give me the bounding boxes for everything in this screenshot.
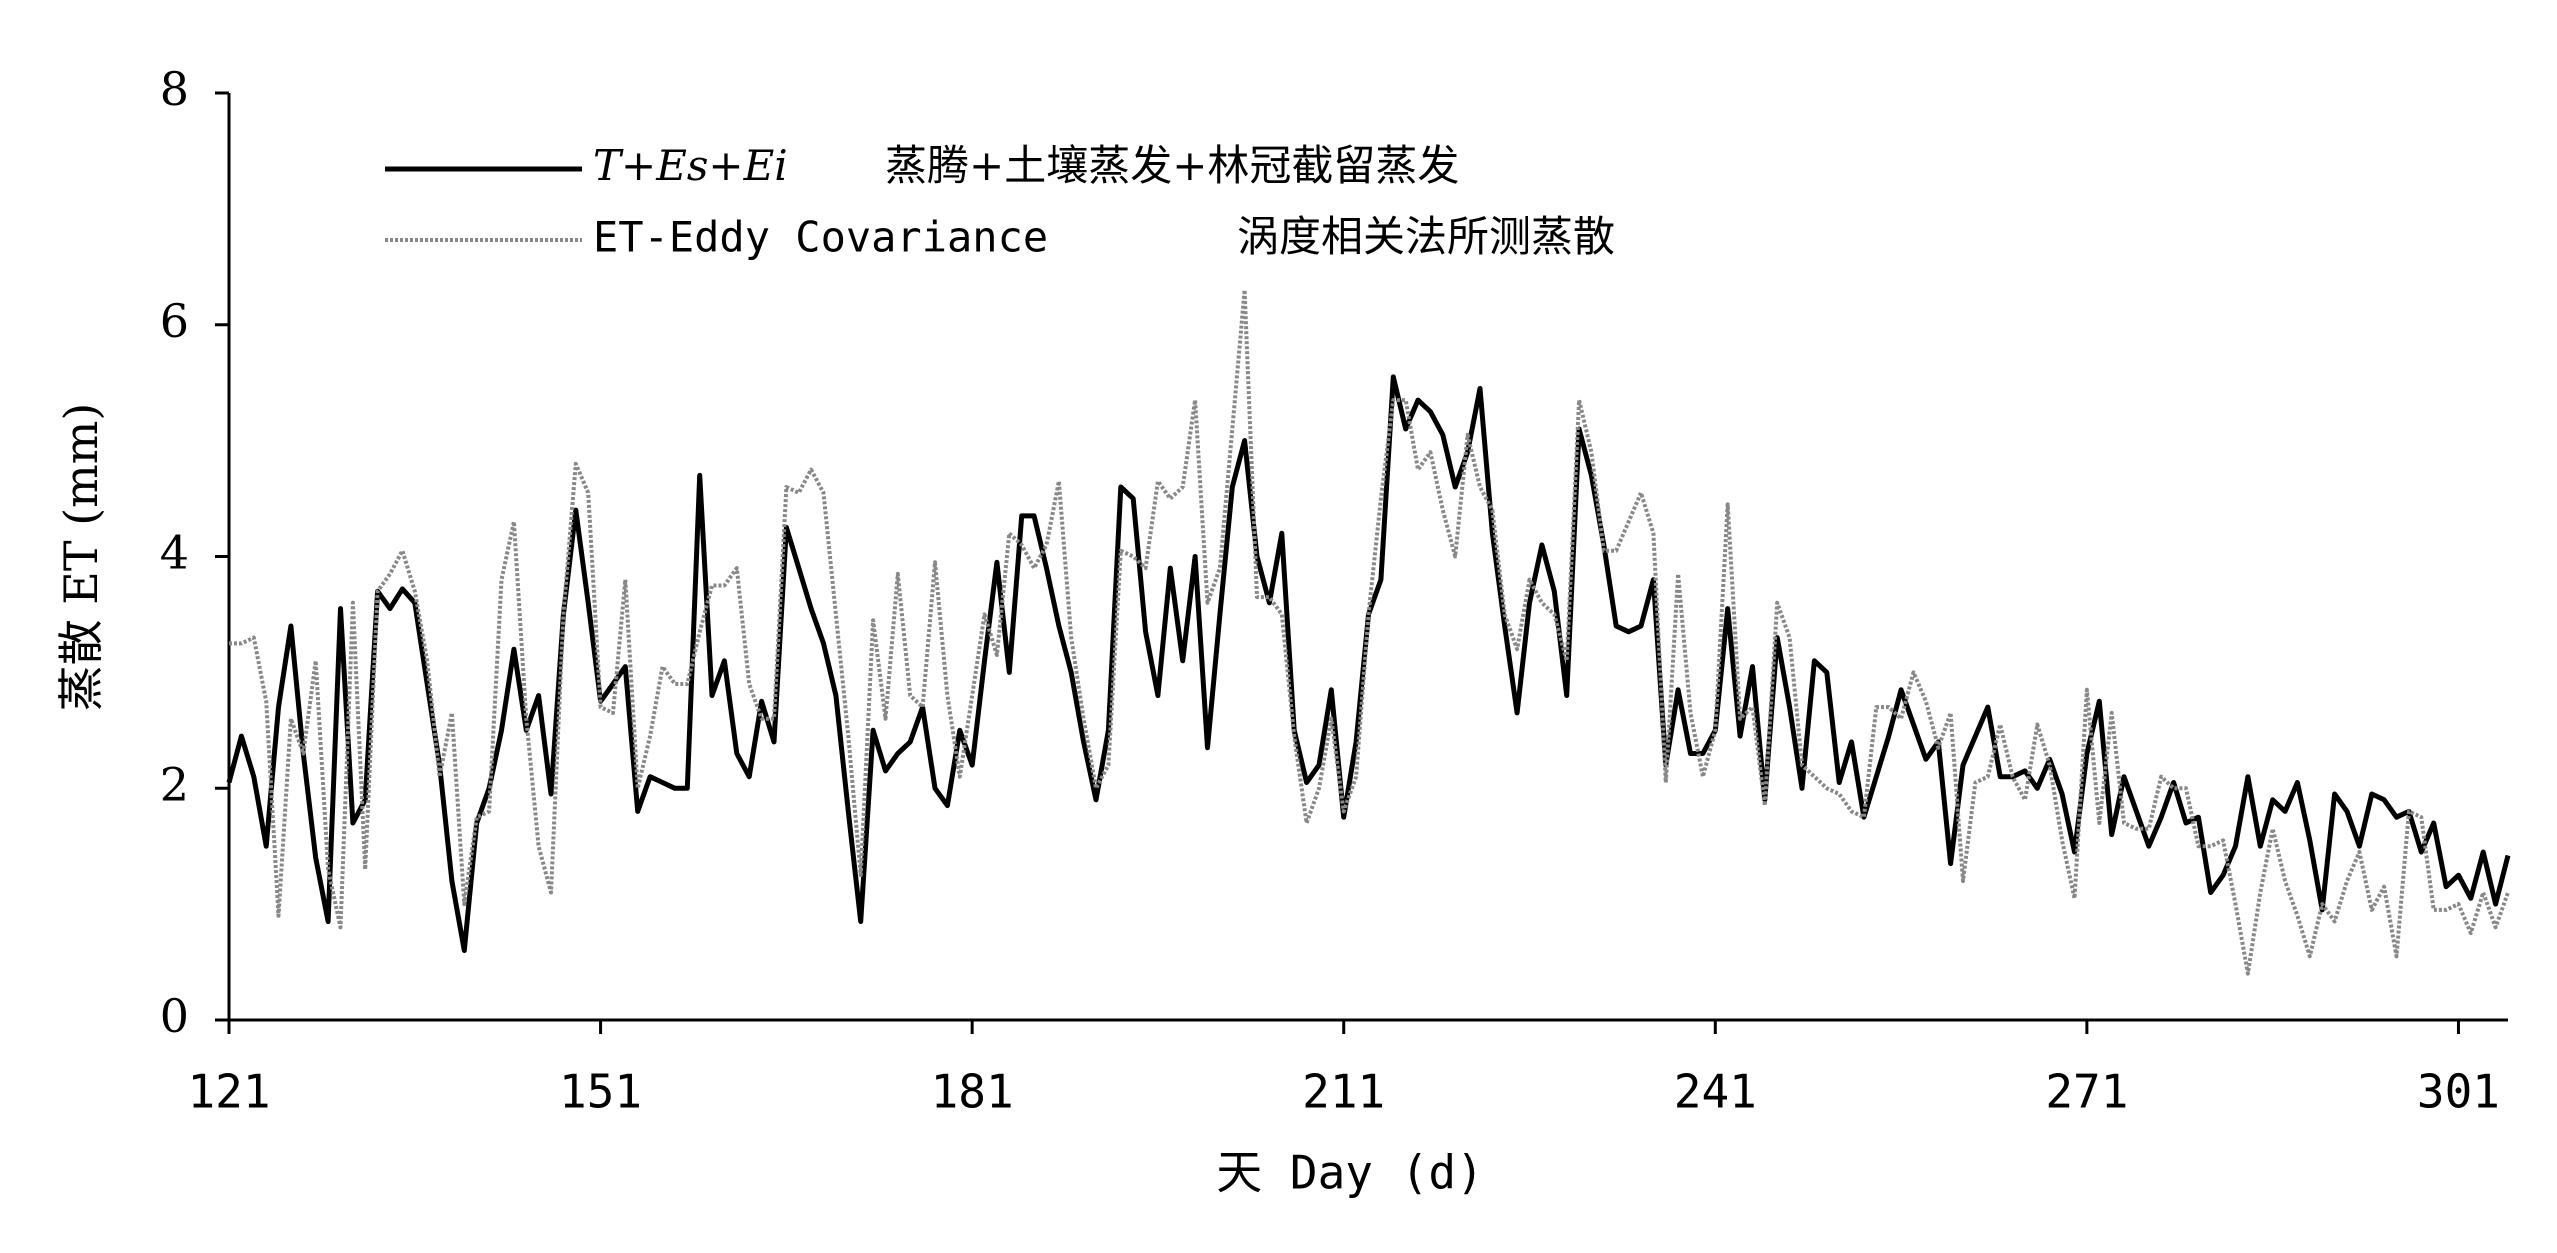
legend-label: T+Es+Ei — [593, 141, 788, 190]
y-tick-label: 8 — [160, 62, 189, 116]
y-tick-label: 2 — [160, 757, 189, 811]
x-tick-label: 181 — [931, 1065, 1014, 1119]
x-tick-label: 121 — [187, 1065, 270, 1119]
x-tick-label: 211 — [1302, 1065, 1385, 1119]
y-tick-label: 4 — [160, 526, 189, 580]
series-line — [226, 374, 2511, 953]
x-axis-label: 天 Day (d) — [1216, 1146, 1484, 1200]
y-tick-label: 0 — [160, 989, 189, 1043]
x-tick-label: 301 — [2417, 1065, 2500, 1119]
legend-description: 涡度相关法所测蒸散 — [1237, 212, 1615, 261]
y-tick-label: 6 — [160, 294, 189, 348]
x-tick-label: 151 — [559, 1065, 642, 1119]
x-tick-label: 271 — [2045, 1065, 2128, 1119]
x-tick-label: 241 — [1674, 1065, 1757, 1119]
legend-label: ET-Eddy Covariance — [593, 213, 1048, 262]
y-axis-label: 蒸散 ET (mm) — [54, 403, 108, 712]
series-line — [229, 288, 2510, 976]
legend-description: 蒸腾+土壤蒸发+林冠截留蒸发 — [885, 141, 1459, 190]
